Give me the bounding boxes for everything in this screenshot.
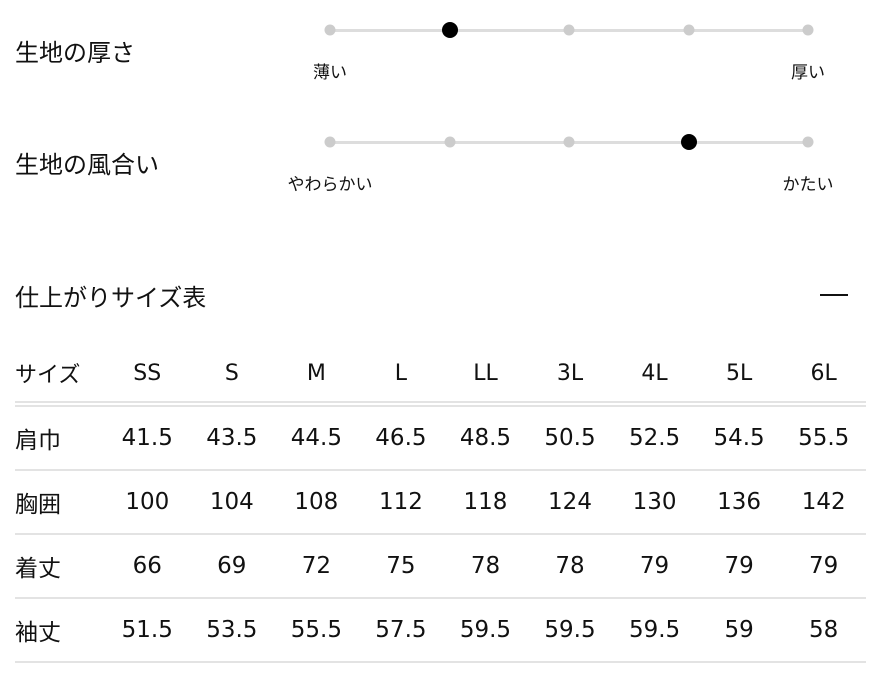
table-cell: 112 [358,470,444,535]
table-cell: 51.5 [105,598,190,663]
table-cell: 59.5 [612,598,697,663]
rating-dot [802,136,814,148]
table-cell: 104 [189,470,275,535]
row-label: 肩巾 [15,404,105,471]
table-cell: 55.5 [274,598,359,663]
table-cell: 59.5 [443,598,528,663]
table-cell: 78 [527,534,613,599]
table-row: 胸囲 100 104 108 112 118 124 130 136 142 [15,470,866,535]
table-cell: 48.5 [443,404,528,471]
table-cell: 59.5 [527,598,613,663]
table-cell: 46.5 [358,404,444,471]
table-row: 着丈 66 69 72 75 78 78 79 79 79 [15,534,866,599]
rating-max-label: 厚い [791,63,825,83]
table-cell: LL [443,345,528,407]
rating-dot [444,136,456,148]
table-cell: 79 [696,534,782,599]
table-cell: L [358,345,444,407]
row-label: 袖丈 [15,598,105,663]
table-cell: 72 [274,534,359,599]
table-cell: 50.5 [527,404,613,471]
table-cell: 57.5 [358,598,444,663]
rating-label: 生地の厚さ [15,39,135,67]
table-cell: 130 [612,470,697,535]
row-label: 胸囲 [15,470,105,535]
table-cell: SS [105,345,190,407]
rating-label: 生地の風合い [15,151,159,179]
table-row: 肩巾 41.5 43.5 44.5 46.5 48.5 50.5 52.5 54.5 55.5 [15,404,866,471]
size-table: サイズ SS S M L LL 3L 4L 5L 6L 肩巾 41.5 43.5 44.5 46.5 48.5… [15,345,866,663]
table-cell: 53.5 [189,598,275,663]
table-cell: 69 [189,534,275,599]
table-cell: 55.5 [781,404,866,471]
table-cell: 79 [781,534,866,599]
rating-dot [324,136,336,148]
table-cell: 118 [443,470,528,535]
table-cell: 142 [781,470,866,535]
table-cell: 5L [696,345,782,407]
table-cell: 66 [105,534,190,599]
row-label: サイズ [15,345,105,407]
table-cell: 6L [781,345,866,407]
table-cell: 4L [612,345,697,407]
table-header-row: サイズ SS S M L LL 3L 4L 5L 6L [15,345,866,407]
row-label: 着丈 [15,534,105,599]
size-table-title: 仕上がりサイズ表 [15,284,207,312]
rating-dot-selected [681,134,697,150]
table-row: 袖丈 51.5 53.5 55.5 57.5 59.5 59.5 59.5 59 58 [15,598,866,663]
rating-dot-selected [442,22,458,38]
minus-icon[interactable] [820,294,848,296]
table-cell: 58 [781,598,866,663]
rating-dot [802,24,814,36]
rating-min-label: 薄い [313,63,347,83]
table-cell: 78 [443,534,528,599]
table-cell: 3L [527,345,613,407]
rating-dot [683,24,695,36]
table-cell: M [274,345,359,407]
rating-dot [324,24,336,36]
table-cell: 59 [696,598,782,663]
table-cell: 124 [527,470,613,535]
table-cell: 100 [105,470,190,535]
table-cell: 108 [274,470,359,535]
rating-max-label: かたい [782,175,834,195]
table-cell: 136 [696,470,782,535]
rating-dot [563,24,575,36]
table-cell: 44.5 [274,404,359,471]
table-cell: 79 [612,534,697,599]
rating-dot [563,136,575,148]
table-cell: 41.5 [105,404,190,471]
table-cell: S [189,345,275,407]
table-cell: 52.5 [612,404,697,471]
table-cell: 75 [358,534,444,599]
table-cell: 43.5 [189,404,275,471]
rating-min-label: やわらかい [287,175,373,195]
table-cell: 54.5 [696,404,782,471]
